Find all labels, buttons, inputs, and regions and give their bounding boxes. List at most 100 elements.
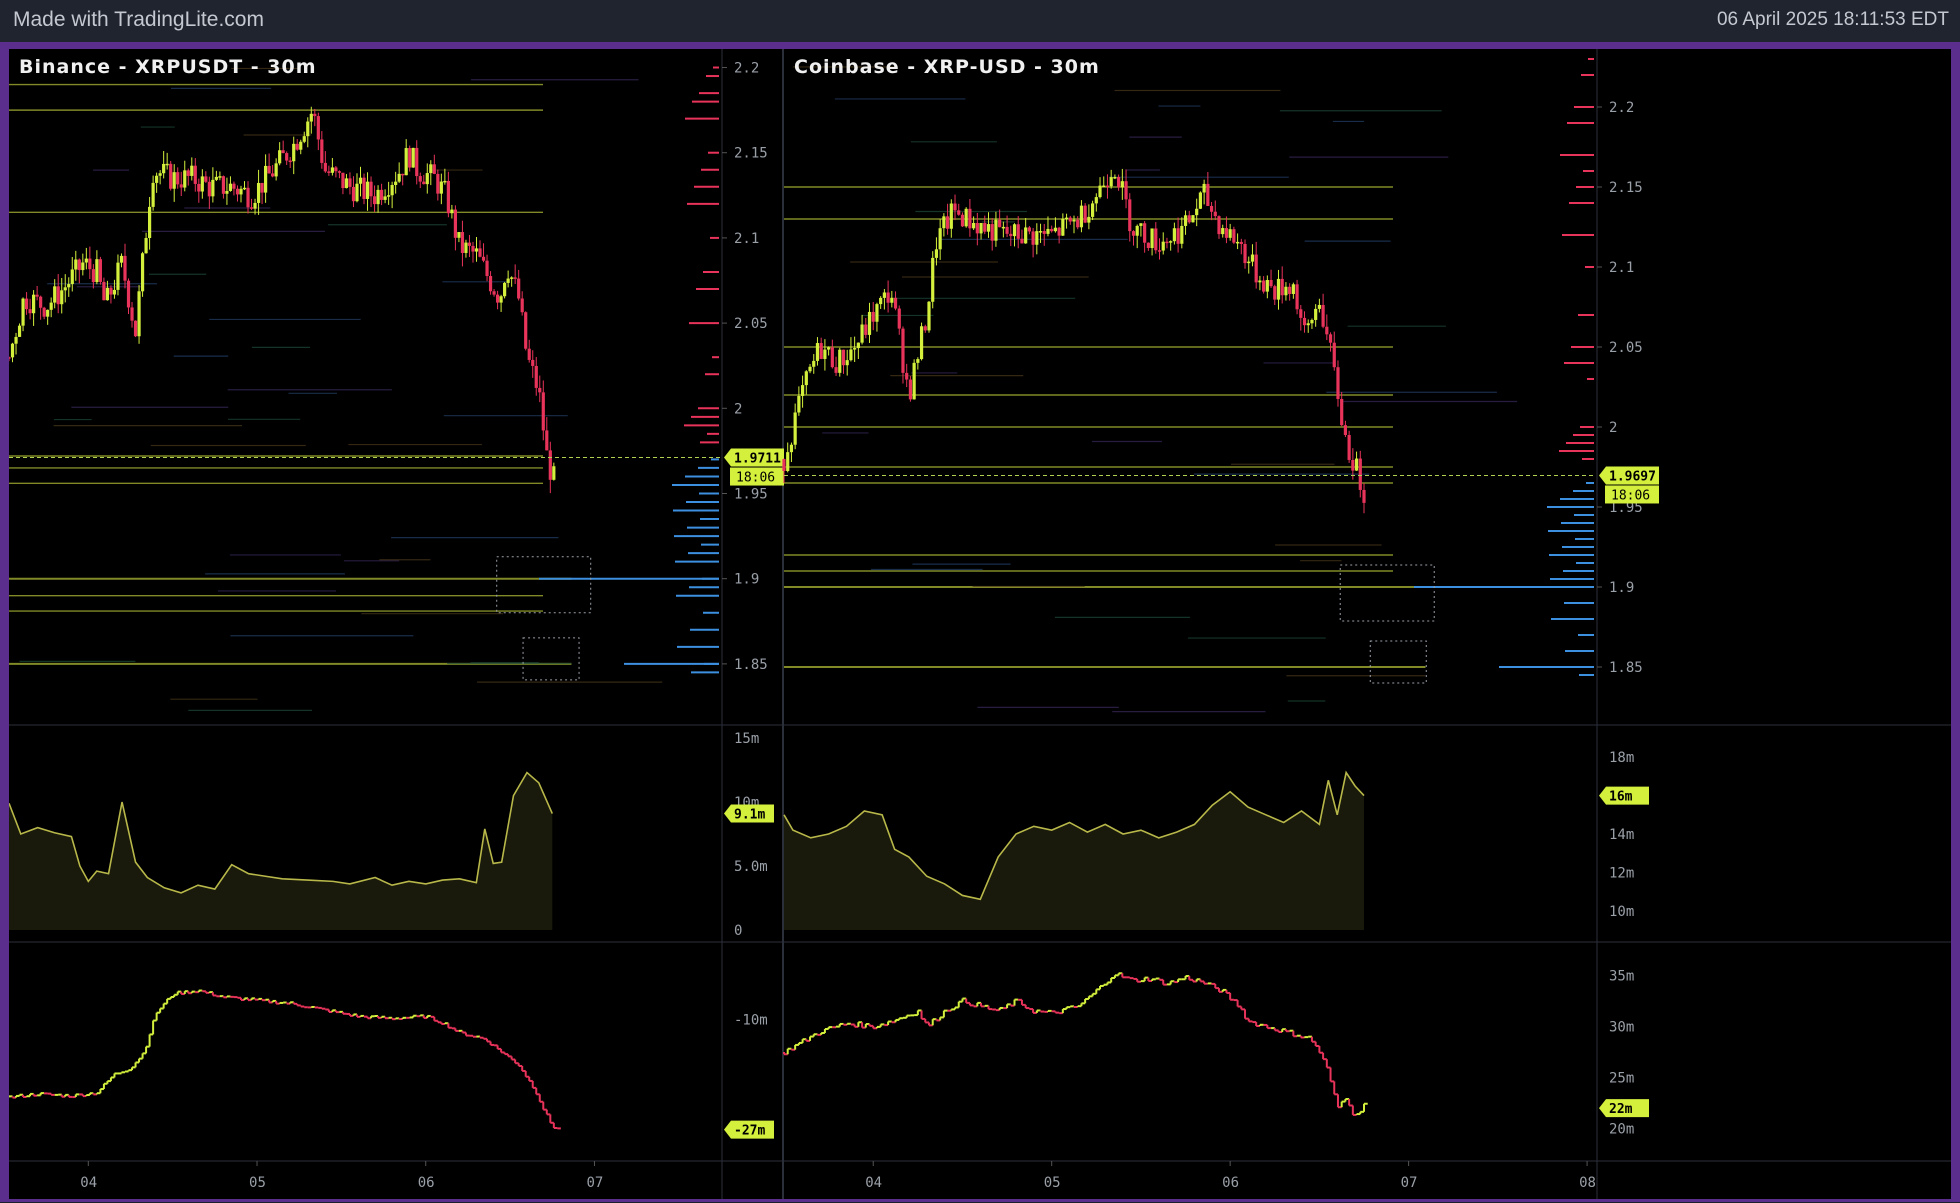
candle-body [786,452,790,472]
charts-svg[interactable]: 2.2 2.15 2.1 2.05 2 1.95 1.9 1.85 1.9711 18:06 Bin… [7,49,1951,1199]
candle-body [1165,241,1169,244]
countdown-value: 18:06 [736,471,775,486]
candle-body [1135,225,1139,236]
candle-body [418,176,422,182]
price-tick-label: 2.05 [734,316,768,332]
candle-body [116,262,120,290]
candle-body [1072,219,1076,222]
candle-body [949,203,953,229]
candle-body [84,258,88,263]
last-price-value: 1.9711 [734,452,781,467]
candle-body [74,259,78,270]
volume-tick-label: 0 [734,923,742,939]
candle-body [126,280,131,308]
candle-body [867,311,872,335]
candle-body [1012,224,1017,237]
candle-body [538,387,542,393]
candle-body [334,167,338,172]
candle-body [278,150,282,164]
candle-body [1057,227,1061,236]
candle-body [934,249,939,258]
candle-body [520,298,524,313]
price-tick-label: 2.15 [734,146,768,162]
countdown-badge [1605,485,1659,504]
candle-body [1224,228,1229,238]
candle-body [1288,286,1292,294]
candle-body [474,248,479,252]
candle-body [60,290,64,305]
candle-body [1024,227,1028,244]
candle-body [1321,304,1325,327]
candle-body [1157,250,1162,252]
candle-body [197,183,201,192]
candle-body [169,163,173,189]
candle-body [411,147,415,168]
candle-body [845,360,849,366]
candle-body [383,196,387,200]
candle-body [299,141,303,150]
candle-body [77,259,81,271]
candle-body [457,232,461,238]
candle-body [819,343,823,359]
last-price-badge [1599,466,1659,485]
price-tick-label: 1.85 [734,657,768,673]
candle-body [830,347,834,368]
candle-body [1124,181,1128,200]
candle-body [221,176,226,194]
candle-body [24,298,29,310]
candle-body [552,466,556,480]
date-tick-label: 06 [1222,1175,1239,1191]
price-tick-label: 2.05 [1609,340,1643,356]
candle-body [348,178,352,187]
candle-body [63,287,67,291]
candle-body [531,359,535,366]
candle-body [344,178,349,189]
candle-body [1079,205,1084,228]
candle-body [545,430,549,451]
timestamp-label: 06 April 2025 18:11:53 EDT [1716,9,1949,30]
candle-body [358,177,363,184]
candle-body [882,292,886,298]
candle-body [133,320,138,337]
volume-tick-label: 5.0m [734,859,768,875]
candle-body [1090,203,1095,217]
volume-tick-label: 15m [734,731,759,747]
date-tick-label: 06 [418,1175,435,1191]
candle-body [1128,199,1132,232]
candle-body [1105,185,1110,188]
candle-body [313,113,317,117]
candle-body [81,262,85,271]
price-tick-label: 1.9 [1609,580,1634,596]
top-bar: Made with TradingLite.com 06 April 2025 … [0,0,1960,42]
candle-body [879,297,883,305]
candle-body [972,223,976,229]
candle-body [1176,228,1180,244]
candle-body [362,177,366,199]
candle-body [1038,231,1043,233]
delta-last-badge [724,1120,774,1139]
candle-body [1146,242,1150,249]
candle-body [1299,309,1303,318]
volume-line [783,770,1365,901]
candle-body [464,242,468,253]
candle-body [7,357,11,359]
candle-body [938,228,942,250]
candle-body [355,183,359,202]
candle-body [916,359,920,363]
volume-line [8,771,554,894]
candle-body [1143,223,1147,243]
candle-body [137,291,141,337]
candle-body [990,224,994,241]
candle-body [467,242,472,246]
candle-body [450,209,454,214]
candle-body [1358,458,1362,490]
candle-body [953,203,957,211]
candle-body [1273,286,1277,300]
candle-body [1284,286,1288,296]
candle-body [1306,323,1310,326]
candle-body [499,296,503,303]
chart-canvas[interactable]: 2.2 2.15 2.1 2.05 2 1.95 1.9 1.85 1.9711 18:06 Bin… [7,49,1951,1199]
candle-body [1172,228,1176,242]
candle-body [827,347,831,350]
candle-body [485,260,489,277]
